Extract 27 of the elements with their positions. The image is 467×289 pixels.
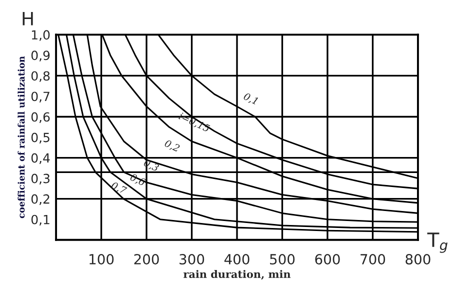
annotation: 0,1	[242, 92, 258, 106]
x-tick-label: 600	[315, 254, 340, 265]
x-tick-label: 400	[224, 254, 250, 265]
x-tick-label: 300	[180, 254, 204, 265]
y-tick-label: 0,4	[31, 153, 50, 164]
y-tick-label: 1,0	[32, 30, 50, 41]
annotation: 0,7	[110, 181, 128, 196]
y-tick-label: 0,7	[31, 92, 50, 102]
y-axis-title: coefficient of rainfall utilization	[18, 56, 25, 218]
y-tick-label: 0,9	[31, 50, 50, 62]
annotation: 0,2	[164, 139, 180, 154]
text: H	[22, 12, 33, 26]
y-tick-label: 0,8	[31, 71, 50, 82]
x-tick-label: 700	[360, 254, 386, 265]
y-tick-label: 0,1	[31, 214, 50, 226]
x-tick-label: 200	[134, 254, 159, 265]
y-tick-label: 0,2	[31, 194, 50, 206]
annotation: 0,3	[142, 158, 160, 173]
x-tick-label: 500	[270, 254, 295, 265]
y-tick-label: 0,3	[31, 174, 50, 185]
annotation: 0,6	[129, 173, 146, 188]
y-tick-label: 0,6	[31, 112, 50, 123]
text: T$_{g}$	[427, 232, 448, 253]
x-tick-label: 100	[90, 254, 114, 265]
x-axis-title: rain duration, min	[184, 270, 291, 280]
x-tick-label: 800	[406, 254, 430, 265]
y-tick-label: 0,5	[31, 132, 50, 144]
